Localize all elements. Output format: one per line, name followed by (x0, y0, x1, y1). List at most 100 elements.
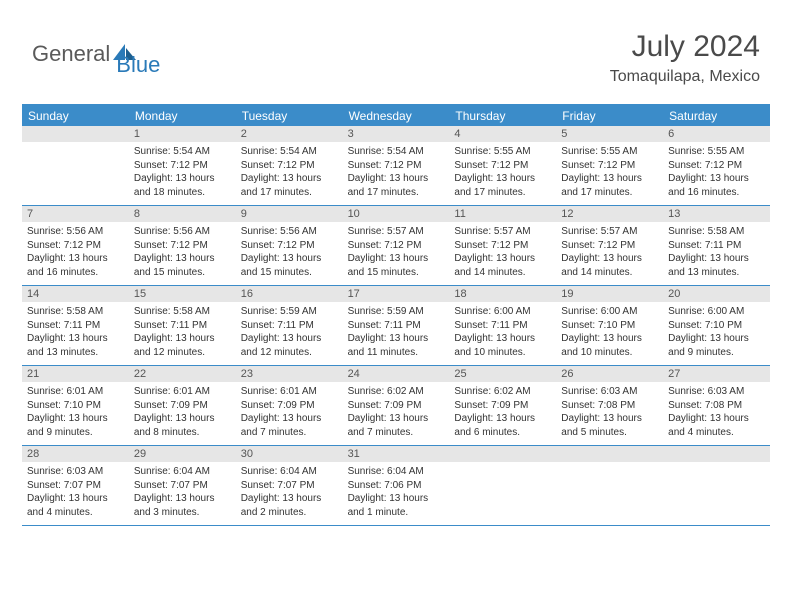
sunset-text: Sunset: 7:09 PM (241, 399, 338, 413)
day-cell: 29Sunrise: 6:04 AMSunset: 7:07 PMDayligh… (129, 446, 236, 525)
day-body: Sunrise: 5:56 AMSunset: 7:12 PMDaylight:… (22, 222, 129, 285)
date-number: 13 (663, 206, 770, 222)
week-row: 1Sunrise: 5:54 AMSunset: 7:12 PMDaylight… (22, 126, 770, 206)
day-cell: 17Sunrise: 5:59 AMSunset: 7:11 PMDayligh… (343, 286, 450, 365)
day-cell: 25Sunrise: 6:02 AMSunset: 7:09 PMDayligh… (449, 366, 556, 445)
sunset-text: Sunset: 7:12 PM (134, 239, 231, 253)
day-body: Sunrise: 5:55 AMSunset: 7:12 PMDaylight:… (556, 142, 663, 205)
day-header-sat: Saturday (663, 106, 770, 126)
date-number: 24 (343, 366, 450, 382)
sunset-text: Sunset: 7:09 PM (134, 399, 231, 413)
day-body: Sunrise: 6:04 AMSunset: 7:07 PMDaylight:… (236, 462, 343, 525)
sunset-text: Sunset: 7:11 PM (454, 319, 551, 333)
day-body: Sunrise: 5:54 AMSunset: 7:12 PMDaylight:… (129, 142, 236, 205)
sunrise-text: Sunrise: 6:04 AM (348, 465, 445, 479)
daylight-text: Daylight: 13 hours and 15 minutes. (241, 252, 338, 279)
day-header-thu: Thursday (449, 106, 556, 126)
header: July 2024 Tomaquilapa, Mexico (610, 30, 760, 86)
sunrise-text: Sunrise: 6:00 AM (561, 305, 658, 319)
day-cell: 13Sunrise: 5:58 AMSunset: 7:11 PMDayligh… (663, 206, 770, 285)
date-number: 14 (22, 286, 129, 302)
logo-text-general: General (32, 41, 110, 67)
location-subtitle: Tomaquilapa, Mexico (610, 68, 760, 86)
day-header-tue: Tuesday (236, 106, 343, 126)
date-number: 6 (663, 126, 770, 142)
daylight-text: Daylight: 13 hours and 6 minutes. (454, 412, 551, 439)
day-cell: 23Sunrise: 6:01 AMSunset: 7:09 PMDayligh… (236, 366, 343, 445)
logo: General Blue (32, 30, 160, 78)
sunrise-text: Sunrise: 5:54 AM (241, 145, 338, 159)
day-body (663, 462, 770, 520)
sunset-text: Sunset: 7:08 PM (561, 399, 658, 413)
date-number: 9 (236, 206, 343, 222)
day-header-wed: Wednesday (343, 106, 450, 126)
day-cell: 19Sunrise: 6:00 AMSunset: 7:10 PMDayligh… (556, 286, 663, 365)
sunrise-text: Sunrise: 6:00 AM (668, 305, 765, 319)
date-number: 10 (343, 206, 450, 222)
sunrise-text: Sunrise: 5:59 AM (241, 305, 338, 319)
sunset-text: Sunset: 7:11 PM (27, 319, 124, 333)
day-header-mon: Monday (129, 106, 236, 126)
date-number (22, 126, 129, 142)
sunrise-text: Sunrise: 6:03 AM (27, 465, 124, 479)
date-number: 1 (129, 126, 236, 142)
sunrise-text: Sunrise: 6:04 AM (134, 465, 231, 479)
sunset-text: Sunset: 7:10 PM (27, 399, 124, 413)
sunset-text: Sunset: 7:11 PM (668, 239, 765, 253)
daylight-text: Daylight: 13 hours and 13 minutes. (668, 252, 765, 279)
sunrise-text: Sunrise: 5:57 AM (348, 225, 445, 239)
day-body: Sunrise: 5:56 AMSunset: 7:12 PMDaylight:… (129, 222, 236, 285)
day-cell: 31Sunrise: 6:04 AMSunset: 7:06 PMDayligh… (343, 446, 450, 525)
daylight-text: Daylight: 13 hours and 14 minutes. (561, 252, 658, 279)
day-body: Sunrise: 5:58 AMSunset: 7:11 PMDaylight:… (663, 222, 770, 285)
day-body: Sunrise: 6:03 AMSunset: 7:08 PMDaylight:… (556, 382, 663, 445)
day-cell: 10Sunrise: 5:57 AMSunset: 7:12 PMDayligh… (343, 206, 450, 285)
day-cell: 30Sunrise: 6:04 AMSunset: 7:07 PMDayligh… (236, 446, 343, 525)
day-body: Sunrise: 6:00 AMSunset: 7:10 PMDaylight:… (663, 302, 770, 365)
day-body: Sunrise: 5:54 AMSunset: 7:12 PMDaylight:… (236, 142, 343, 205)
sunrise-text: Sunrise: 6:04 AM (241, 465, 338, 479)
daylight-text: Daylight: 13 hours and 14 minutes. (454, 252, 551, 279)
sunset-text: Sunset: 7:12 PM (561, 159, 658, 173)
daylight-text: Daylight: 13 hours and 15 minutes. (348, 252, 445, 279)
sunset-text: Sunset: 7:09 PM (348, 399, 445, 413)
daylight-text: Daylight: 13 hours and 12 minutes. (241, 332, 338, 359)
daylight-text: Daylight: 13 hours and 7 minutes. (348, 412, 445, 439)
date-number: 29 (129, 446, 236, 462)
day-body: Sunrise: 6:03 AMSunset: 7:08 PMDaylight:… (663, 382, 770, 445)
day-cell: 15Sunrise: 5:58 AMSunset: 7:11 PMDayligh… (129, 286, 236, 365)
day-body: Sunrise: 5:57 AMSunset: 7:12 PMDaylight:… (449, 222, 556, 285)
day-body: Sunrise: 6:03 AMSunset: 7:07 PMDaylight:… (22, 462, 129, 525)
daylight-text: Daylight: 13 hours and 16 minutes. (668, 172, 765, 199)
day-body: Sunrise: 5:57 AMSunset: 7:12 PMDaylight:… (343, 222, 450, 285)
day-body: Sunrise: 5:59 AMSunset: 7:11 PMDaylight:… (343, 302, 450, 365)
day-body: Sunrise: 5:58 AMSunset: 7:11 PMDaylight:… (22, 302, 129, 365)
sunset-text: Sunset: 7:10 PM (561, 319, 658, 333)
date-number (663, 446, 770, 462)
day-cell: 5Sunrise: 5:55 AMSunset: 7:12 PMDaylight… (556, 126, 663, 205)
day-cell: 14Sunrise: 5:58 AMSunset: 7:11 PMDayligh… (22, 286, 129, 365)
daylight-text: Daylight: 13 hours and 4 minutes. (668, 412, 765, 439)
daylight-text: Daylight: 13 hours and 10 minutes. (561, 332, 658, 359)
sunrise-text: Sunrise: 6:02 AM (454, 385, 551, 399)
date-number: 12 (556, 206, 663, 222)
day-cell: 27Sunrise: 6:03 AMSunset: 7:08 PMDayligh… (663, 366, 770, 445)
sunset-text: Sunset: 7:12 PM (454, 159, 551, 173)
sunrise-text: Sunrise: 6:03 AM (668, 385, 765, 399)
sunset-text: Sunset: 7:07 PM (241, 479, 338, 493)
sunset-text: Sunset: 7:11 PM (134, 319, 231, 333)
day-body (22, 142, 129, 200)
date-number: 27 (663, 366, 770, 382)
daylight-text: Daylight: 13 hours and 17 minutes. (561, 172, 658, 199)
sunrise-text: Sunrise: 6:00 AM (454, 305, 551, 319)
day-body: Sunrise: 6:04 AMSunset: 7:07 PMDaylight:… (129, 462, 236, 525)
date-number: 15 (129, 286, 236, 302)
date-number: 8 (129, 206, 236, 222)
day-cell: 18Sunrise: 6:00 AMSunset: 7:11 PMDayligh… (449, 286, 556, 365)
sunset-text: Sunset: 7:12 PM (668, 159, 765, 173)
day-body: Sunrise: 5:59 AMSunset: 7:11 PMDaylight:… (236, 302, 343, 365)
date-number: 31 (343, 446, 450, 462)
day-body: Sunrise: 5:56 AMSunset: 7:12 PMDaylight:… (236, 222, 343, 285)
date-number: 5 (556, 126, 663, 142)
sunrise-text: Sunrise: 5:58 AM (668, 225, 765, 239)
